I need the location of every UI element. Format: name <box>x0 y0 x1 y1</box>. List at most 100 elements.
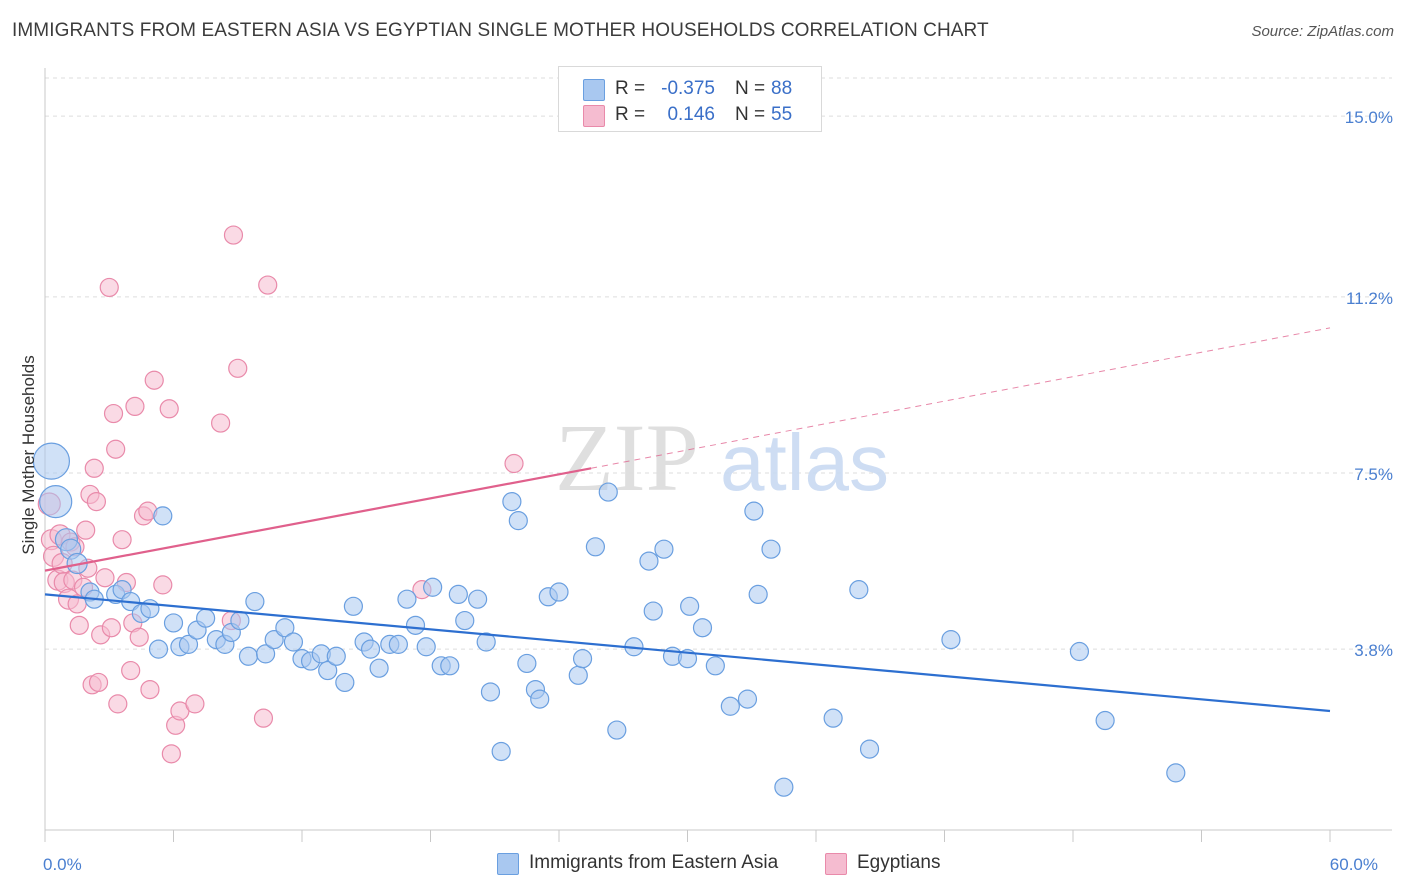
eastern-asia-point <box>230 610 250 631</box>
legend-row-egyptians: R = 0.146 N = 55 <box>559 103 821 129</box>
eastern-asia-point <box>153 506 173 526</box>
eastern-asia-point <box>476 632 496 652</box>
eastern-asia-point <box>326 646 346 666</box>
eastern-asia-point <box>705 656 725 676</box>
legend-label: Egyptians <box>857 852 941 873</box>
legend-n-label: N = <box>735 78 766 99</box>
egyptians-point <box>121 660 141 681</box>
eastern-asia-point <box>343 596 363 616</box>
eastern-asia-point <box>178 634 199 654</box>
egyptians-point <box>84 458 104 478</box>
eastern-asia-point <box>568 665 588 685</box>
eastern-asia-point <box>196 608 216 628</box>
legend-swatch-pink <box>583 105 605 127</box>
watermark: ZIP atlas <box>555 404 889 511</box>
eastern-asia-point <box>1069 641 1090 662</box>
eastern-asia-point <box>737 689 758 709</box>
correlation-legend: R = -0.375 N = 88 R = 0.146 N = 55 <box>558 66 822 132</box>
legend-swatch-pink <box>825 853 847 875</box>
legend-swatch-blue <box>497 853 519 875</box>
eastern-asia-point <box>238 646 259 666</box>
eastern-asia-point <box>245 591 265 612</box>
eastern-asia-point <box>859 739 880 759</box>
eastern-asia-point <box>369 658 389 678</box>
egyptians-point <box>161 744 181 764</box>
eastern-asia-point <box>549 582 569 602</box>
egyptians-point <box>140 679 160 700</box>
eastern-asia-point <box>480 682 501 702</box>
eastern-asia-point <box>598 482 618 502</box>
gridlines <box>45 77 1392 650</box>
eastern-asia-point <box>283 632 304 652</box>
legend-r-value: -0.375 <box>661 78 715 99</box>
eastern-asia-point <box>720 696 740 716</box>
legend-n-value: 55 <box>771 104 793 125</box>
legend-n-value: 88 <box>771 78 793 99</box>
legend-label: Immigrants from Eastern Asia <box>529 852 779 873</box>
eastern-asia-point <box>360 639 381 659</box>
y-tick-label: 3.8% <box>1354 641 1393 660</box>
x-tick-label: 0.0% <box>43 855 82 874</box>
tick-labels: 3.8% 7.5% 11.2% 15.0% 0.0% 60.0% <box>43 108 1393 874</box>
egyptians-point <box>144 370 164 390</box>
legend-r-value: 0.146 <box>667 104 715 125</box>
eastern-asia-point <box>335 672 355 693</box>
egyptians-point <box>223 225 244 245</box>
egyptians-point <box>101 618 121 638</box>
eastern-asia-point <box>774 777 794 797</box>
egyptians-point <box>211 413 231 433</box>
eastern-asia-point <box>468 589 488 609</box>
eastern-asia-point <box>255 644 276 664</box>
egyptians-point <box>185 694 205 714</box>
eastern-asia-point <box>264 630 284 650</box>
eastern-asia-point <box>318 660 338 681</box>
y-tick-label: 11.2% <box>1346 289 1393 308</box>
legend-r-label: R = <box>615 104 646 125</box>
eastern-asia-point <box>585 537 606 557</box>
eastern-asia-point <box>572 649 593 669</box>
eastern-asia-point <box>508 511 528 531</box>
egyptians-point <box>125 396 145 417</box>
eastern-asia-point <box>502 491 522 512</box>
eastern-asia-point <box>643 601 663 621</box>
trend-lines <box>44 327 1331 713</box>
eastern-asia-point <box>517 653 537 674</box>
eastern-asia-point <box>440 656 460 676</box>
legend-swatch-blue <box>583 79 605 101</box>
legend-n-label: N = <box>735 104 766 125</box>
eastern-asia-point <box>849 580 869 600</box>
egyptians-trend-line <box>44 467 592 572</box>
egyptians-point <box>258 275 278 295</box>
egyptians-point <box>95 568 115 588</box>
egyptians-point <box>153 575 173 595</box>
legend-r-label: R = <box>615 78 646 99</box>
egyptians-trend-extension <box>591 327 1331 469</box>
eastern-asia-point <box>680 596 700 616</box>
eastern-asia-point <box>1166 763 1186 783</box>
eastern-asia-point <box>823 708 843 728</box>
eastern-asia-point <box>148 639 169 659</box>
egyptians-point <box>112 530 132 550</box>
eastern-asia-point <box>761 539 781 559</box>
eastern-asia-point <box>397 589 417 609</box>
legend-row-eastern-asia: R = -0.375 N = 88 <box>559 77 821 103</box>
x-tick-label: 60.0% <box>1330 855 1378 874</box>
eastern-asia-point <box>748 584 768 605</box>
eastern-asia-point <box>1095 710 1115 731</box>
y-tick-label: 7.5% <box>1354 465 1393 484</box>
egyptians-point <box>106 439 126 459</box>
egyptians-point <box>129 627 149 647</box>
eastern-asia-point <box>692 618 713 638</box>
egyptians-point <box>76 520 96 540</box>
egyptians-point <box>159 399 179 419</box>
eastern-asia-point <box>654 539 674 559</box>
eastern-asia-points <box>32 442 1186 797</box>
eastern-asia-point <box>275 618 295 638</box>
watermark-atlas: atlas <box>720 418 889 507</box>
y-tick-label: 15.0% <box>1345 108 1393 127</box>
eastern-asia-point <box>32 442 71 480</box>
egyptians-point <box>99 277 119 298</box>
eastern-asia-point <box>639 551 659 571</box>
eastern-asia-point <box>607 720 627 740</box>
